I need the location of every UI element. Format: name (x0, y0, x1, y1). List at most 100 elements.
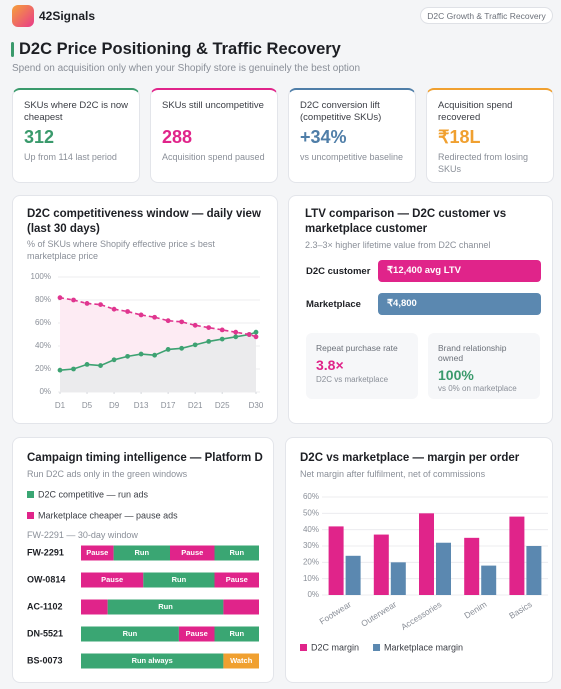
stat-note: D2C vs marketplace (316, 375, 389, 384)
segment-label: Pause (186, 629, 208, 638)
point (84, 362, 90, 367)
kpi-label: D2C conversion lift (competitive SKUs) (300, 100, 382, 123)
x-tick-label: Denim (462, 599, 488, 620)
y-tick-label: 40% (35, 341, 51, 350)
point (179, 319, 185, 325)
x-tick-label: Outerwear (359, 599, 398, 629)
segment (214, 572, 259, 588)
segment-label: Run always (132, 656, 173, 665)
stat-value: 3.8× (316, 357, 344, 373)
segment (107, 599, 224, 615)
point (206, 325, 212, 330)
point (71, 366, 76, 372)
point (152, 352, 158, 358)
point (253, 329, 259, 335)
line (59, 331, 257, 371)
point (206, 339, 212, 344)
segment (113, 545, 170, 561)
kpi-value: ₹18L (438, 127, 481, 147)
y-tick-label: 30% (303, 541, 319, 550)
segment (223, 653, 259, 669)
y-tick-label: 0% (307, 590, 319, 599)
kpi-note: Redirected from losing SKUs (438, 152, 529, 174)
x-tick-label: Footwear (318, 599, 353, 626)
kpi-value: 312 (24, 127, 55, 147)
point (98, 302, 103, 307)
bar (436, 542, 451, 595)
x-tick-label: D5 (82, 401, 93, 410)
point (246, 332, 252, 337)
ltv-bar: ₹4,800 (378, 293, 541, 315)
y-tick-label: 20% (303, 557, 319, 566)
sku-label: BS-0073 (27, 655, 63, 665)
x-tick-label: D13 (134, 401, 149, 410)
point (84, 301, 90, 306)
point (111, 306, 117, 312)
sku-label: FW-2291 (27, 547, 64, 557)
x-tick-label: D17 (161, 401, 176, 410)
sku-label: AC-1102 (27, 601, 63, 611)
point (57, 367, 63, 373)
y-tick-label: 40% (303, 525, 319, 534)
kpi-label: SKUs still uncompetitive (162, 100, 264, 111)
y-tick-label: 0% (39, 387, 51, 396)
segment (81, 599, 108, 615)
point (179, 345, 185, 351)
bar (481, 565, 497, 595)
legend-label: D2C competitive — run ads (38, 489, 149, 499)
segment (178, 626, 215, 642)
legend-label: Marketplace margin (384, 642, 463, 652)
point (192, 322, 198, 328)
legend-swatch (27, 491, 34, 498)
card-title: D2C vs marketplace — margin per order (300, 452, 520, 464)
area (60, 332, 256, 392)
stat-box: Brand relationship owned 100% vs 0% on mar… (428, 333, 540, 399)
bar (328, 526, 344, 595)
point (98, 363, 103, 368)
sku-label: OW-0814 (27, 574, 65, 584)
segment (81, 653, 224, 669)
kpi-value: 288 (162, 127, 193, 147)
point (138, 312, 144, 318)
x-tick-label: D30 (249, 401, 264, 410)
segment-label: Pause (226, 575, 248, 584)
x-tick-label: D21 (188, 401, 203, 410)
segment (214, 626, 259, 642)
point (219, 327, 225, 333)
x-tick-label: D1 (55, 401, 66, 410)
point (138, 351, 144, 357)
y-tick-label: 80% (35, 295, 51, 304)
point (165, 318, 171, 324)
segment-label: Run (123, 629, 138, 638)
page-subtitle: Spend on acquisition only when your Shop… (12, 63, 361, 74)
segment-label: Run (158, 602, 173, 611)
card-subtitle: 2.3–3× higher lifetime value from D2C ch… (305, 240, 491, 250)
card-subtitle: % of SKUs where Shopify effective price … (27, 239, 215, 261)
window-label: FW-2291 — 30-day window (27, 530, 138, 540)
kpi-note: Acquisition spend paused (162, 152, 265, 162)
y-tick-label: 100% (31, 272, 51, 281)
y-tick-label: 60% (35, 318, 51, 327)
y-tick-label: 60% (303, 492, 319, 501)
stat-label: Repeat purchase rate (316, 343, 398, 353)
segment-label: Run (135, 548, 150, 557)
stat-label: Brand relationship owned (438, 343, 507, 363)
ltv-bar: ₹12,400 avg LTV (378, 260, 541, 282)
point (233, 329, 239, 335)
x-tick-label: Basics (507, 599, 534, 621)
legend-swatch (27, 512, 34, 519)
y-tick-label: 20% (35, 364, 51, 373)
segment (223, 599, 259, 615)
page-title: D2C Price Positioning & Traffic Recovery (19, 40, 341, 58)
segment-label: Pause (86, 548, 108, 557)
legend-label: D2C margin (311, 642, 359, 652)
segment-label: Run (229, 548, 244, 557)
title-accent (11, 42, 14, 57)
card-subtitle: Run D2C ads only in the green windows (27, 469, 188, 479)
segment-label: Pause (101, 575, 123, 584)
point (71, 297, 76, 303)
segment (170, 545, 215, 561)
segment-label: Pause (181, 548, 203, 557)
x-tick-label: D25 (215, 401, 230, 410)
